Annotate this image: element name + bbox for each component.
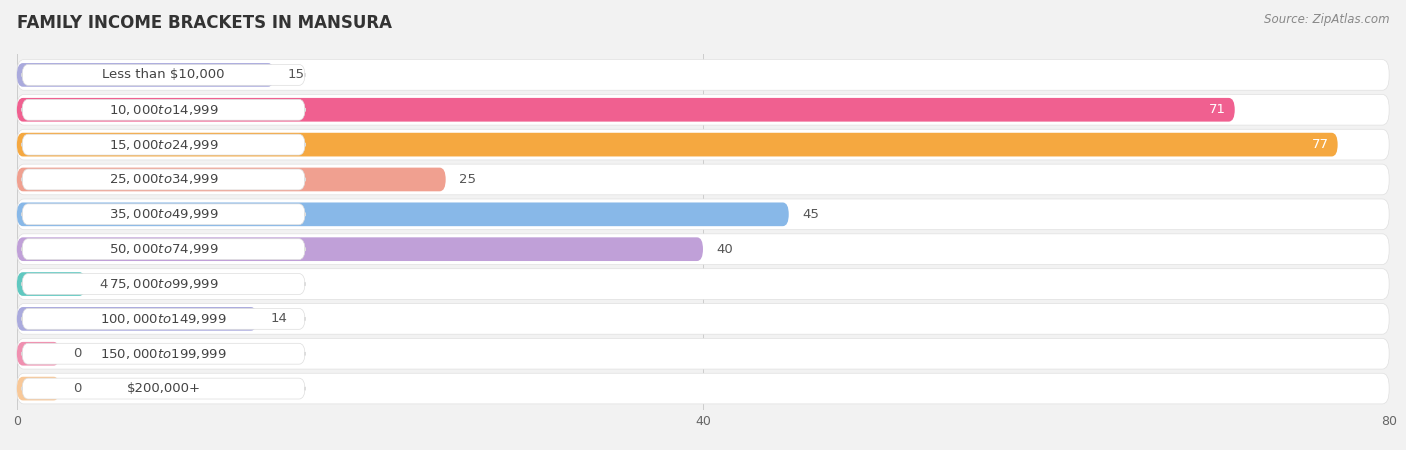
Text: $100,000 to $149,999: $100,000 to $149,999 <box>100 312 226 326</box>
FancyBboxPatch shape <box>17 164 1389 195</box>
FancyBboxPatch shape <box>22 204 305 225</box>
Text: 45: 45 <box>803 208 820 221</box>
FancyBboxPatch shape <box>17 59 1389 90</box>
Text: 77: 77 <box>1312 138 1329 151</box>
Text: 0: 0 <box>73 382 82 395</box>
Text: $35,000 to $49,999: $35,000 to $49,999 <box>108 207 218 221</box>
FancyBboxPatch shape <box>17 98 1234 122</box>
FancyBboxPatch shape <box>17 307 257 331</box>
Text: Source: ZipAtlas.com: Source: ZipAtlas.com <box>1264 14 1389 27</box>
Text: 40: 40 <box>717 243 734 256</box>
Text: Less than $10,000: Less than $10,000 <box>103 68 225 81</box>
FancyBboxPatch shape <box>17 199 1389 230</box>
FancyBboxPatch shape <box>22 169 305 190</box>
FancyBboxPatch shape <box>17 133 1337 157</box>
FancyBboxPatch shape <box>17 342 59 365</box>
Text: $50,000 to $74,999: $50,000 to $74,999 <box>108 242 218 256</box>
Text: $15,000 to $24,999: $15,000 to $24,999 <box>108 138 218 152</box>
FancyBboxPatch shape <box>22 239 305 260</box>
Text: 14: 14 <box>271 312 288 325</box>
Text: 0: 0 <box>73 347 82 360</box>
FancyBboxPatch shape <box>22 308 305 329</box>
FancyBboxPatch shape <box>17 237 703 261</box>
FancyBboxPatch shape <box>17 202 789 226</box>
Text: $150,000 to $199,999: $150,000 to $199,999 <box>100 347 226 361</box>
Text: 4: 4 <box>100 278 108 291</box>
FancyBboxPatch shape <box>17 94 1389 125</box>
Text: 25: 25 <box>460 173 477 186</box>
FancyBboxPatch shape <box>17 63 274 87</box>
Text: $10,000 to $14,999: $10,000 to $14,999 <box>108 103 218 117</box>
FancyBboxPatch shape <box>17 272 86 296</box>
FancyBboxPatch shape <box>17 377 59 400</box>
FancyBboxPatch shape <box>22 343 305 364</box>
FancyBboxPatch shape <box>17 234 1389 265</box>
FancyBboxPatch shape <box>17 129 1389 160</box>
Text: $200,000+: $200,000+ <box>127 382 201 395</box>
FancyBboxPatch shape <box>17 304 1389 334</box>
FancyBboxPatch shape <box>22 64 305 86</box>
FancyBboxPatch shape <box>22 378 305 399</box>
Text: $75,000 to $99,999: $75,000 to $99,999 <box>108 277 218 291</box>
FancyBboxPatch shape <box>22 134 305 155</box>
Text: FAMILY INCOME BRACKETS IN MANSURA: FAMILY INCOME BRACKETS IN MANSURA <box>17 14 392 32</box>
Text: $25,000 to $34,999: $25,000 to $34,999 <box>108 172 218 186</box>
FancyBboxPatch shape <box>22 274 305 294</box>
Text: 71: 71 <box>1209 103 1226 116</box>
FancyBboxPatch shape <box>17 373 1389 404</box>
Text: 15: 15 <box>288 68 305 81</box>
FancyBboxPatch shape <box>17 167 446 191</box>
FancyBboxPatch shape <box>17 338 1389 369</box>
FancyBboxPatch shape <box>17 269 1389 299</box>
FancyBboxPatch shape <box>22 99 305 120</box>
